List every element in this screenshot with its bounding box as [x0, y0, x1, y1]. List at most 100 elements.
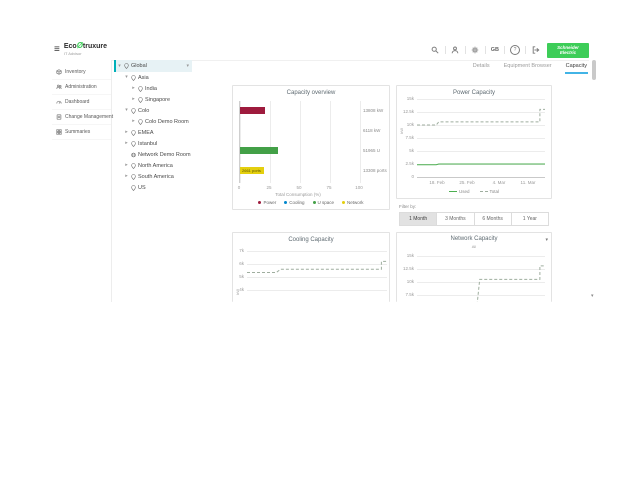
- tree-item-colo-demo-room[interactable]: ▸ Colo Demo Room: [114, 116, 192, 127]
- divider: [504, 46, 505, 54]
- tab-details[interactable]: Details: [472, 63, 490, 69]
- legend-dot: [312, 201, 316, 204]
- schneider-electric-logo: Schneider Electric: [547, 42, 589, 58]
- tree-item-network-demo-room[interactable]: Network Demo Room: [114, 149, 192, 160]
- tree-item-north-america[interactable]: ▸ North America: [114, 160, 192, 171]
- y-tick: 4k: [239, 287, 244, 292]
- location-icon: [124, 63, 129, 69]
- tree-item-label: US: [138, 184, 146, 191]
- chart-title: Capacity overview: [286, 90, 336, 96]
- chart-title: Power Capacity: [452, 90, 496, 96]
- network-bar[interactable]: 2661 ports: [240, 167, 264, 174]
- divider: [464, 46, 466, 54]
- sidebar-item-change-management[interactable]: Change Management: [52, 110, 113, 125]
- legend-item-used: Used: [448, 189, 470, 194]
- tree-item-istanbul[interactable]: ▸ Istanbul: [114, 138, 192, 149]
- location-icon: [131, 184, 136, 191]
- uspace-bar[interactable]: [240, 147, 279, 154]
- tree-item-us[interactable]: US: [114, 182, 192, 193]
- chevron-down-icon[interactable]: ▾: [118, 62, 121, 69]
- vertical-scrollbar[interactable]: ▾: [591, 60, 596, 300]
- legend-dot: [258, 201, 262, 204]
- legend-item-total: Total: [479, 189, 499, 194]
- sidebar-item-summaries[interactable]: Summaries: [52, 125, 111, 140]
- chart-options-caret-icon[interactable]: ▾: [545, 237, 548, 243]
- summaries-icon: [56, 129, 62, 135]
- chevron-right-icon[interactable]: ▸: [125, 129, 128, 135]
- tree-item-india[interactable]: ▸ India: [114, 83, 192, 94]
- tree-item-singapore[interactable]: ▸ Singapore: [114, 94, 192, 105]
- logout-icon[interactable]: [531, 46, 540, 55]
- tree-item-label: South America: [138, 173, 174, 180]
- power-capacity-label: 13808 kW: [363, 108, 384, 113]
- divider: [484, 46, 486, 54]
- scrollbar-thumb[interactable]: [592, 60, 596, 80]
- location-icon: [131, 140, 136, 147]
- side-nav: Inventory Administration Dashboard Chang…: [52, 60, 113, 302]
- chevron-right-icon[interactable]: ▸: [132, 118, 135, 124]
- tree-item-label: Colo: [138, 107, 150, 114]
- filter-1-month[interactable]: 1 Month: [399, 212, 438, 226]
- tab-capacity[interactable]: Capacity: [564, 61, 588, 74]
- scroll-down-icon[interactable]: ▾: [591, 293, 594, 299]
- cooling-capacity-card: Cooling Capacity kW 7k 6k 5k 4k: [232, 232, 390, 302]
- location-icon: [138, 118, 143, 125]
- chevron-right-icon[interactable]: ▸: [132, 96, 135, 102]
- tree-item-global[interactable]: ▾ Global ▾: [114, 60, 192, 72]
- tree-item-asia[interactable]: ▾ Asia: [114, 72, 192, 83]
- chevron-right-icon[interactable]: ▸: [132, 85, 135, 91]
- x-tick: 25. Feb: [459, 180, 475, 185]
- sidebar-item-dashboard[interactable]: Dashboard: [52, 95, 111, 110]
- globe-icon: [131, 152, 136, 158]
- chart-legend: Power Cooling U space Network: [233, 200, 389, 205]
- user-icon[interactable]: [451, 46, 460, 55]
- y-tick: 7.5k: [405, 135, 414, 140]
- tree-item-colo[interactable]: ▾ Colo: [114, 105, 192, 116]
- chart-subtitle: All: [471, 244, 477, 249]
- x-axis-label: Total Consumption (%): [275, 192, 321, 197]
- location-icon: [138, 96, 143, 103]
- sidebar-item-label: Summaries: [65, 129, 91, 135]
- filter-3-months[interactable]: 3 Months: [436, 212, 475, 226]
- chevron-right-icon[interactable]: ▸: [125, 140, 128, 146]
- x-tick: 0: [237, 185, 241, 190]
- y-tick: 10k: [406, 122, 414, 127]
- help-icon[interactable]: ?: [510, 45, 520, 55]
- legend-dot: [284, 201, 288, 204]
- tree-options-icon[interactable]: ▾: [186, 63, 189, 69]
- filter-6-months[interactable]: 6 Months: [473, 212, 512, 226]
- menu-icon[interactable]: ≡: [54, 44, 60, 55]
- power-bar[interactable]: [240, 107, 266, 114]
- tree-item-south-america[interactable]: ▸ South America: [114, 171, 192, 182]
- sidebar-item-inventory[interactable]: Inventory: [52, 65, 111, 80]
- sidebar-item-administration[interactable]: Administration: [52, 80, 111, 95]
- administration-icon: [56, 84, 62, 89]
- chevron-down-icon[interactable]: ▾: [125, 74, 128, 80]
- location-icon: [138, 85, 143, 92]
- network-line-plot: [417, 256, 545, 302]
- filter-1-year[interactable]: 1 Year: [510, 212, 549, 226]
- legend-dot: [342, 201, 346, 204]
- settings-gear-icon[interactable]: [471, 46, 480, 55]
- chevron-down-icon[interactable]: ▾: [125, 107, 128, 113]
- tab-equipment-browser[interactable]: Equipment Browser: [503, 63, 552, 69]
- x-tick: 75: [326, 185, 332, 190]
- topbar-actions: GB ?: [431, 45, 540, 55]
- x-tick: 50: [296, 185, 302, 190]
- tree-item-label: Singapore: [145, 96, 171, 103]
- location-icon: [131, 107, 136, 114]
- chevron-right-icon[interactable]: ▸: [125, 162, 128, 168]
- tree-item-emea[interactable]: ▸ EMEA: [114, 127, 192, 138]
- search-icon[interactable]: [431, 46, 440, 55]
- y-tick: 12.5k: [402, 266, 414, 271]
- language-selector[interactable]: GB: [490, 47, 499, 53]
- y-tick: 5k: [409, 148, 414, 153]
- brand-line2: Electric: [559, 50, 577, 55]
- total-line-sample: [479, 191, 488, 192]
- x-tick: 100: [355, 185, 363, 190]
- chevron-right-icon[interactable]: ▸: [125, 173, 128, 179]
- y-tick: 7.5k: [405, 292, 414, 297]
- divider: [525, 46, 526, 54]
- y-tick: 15k: [406, 253, 414, 258]
